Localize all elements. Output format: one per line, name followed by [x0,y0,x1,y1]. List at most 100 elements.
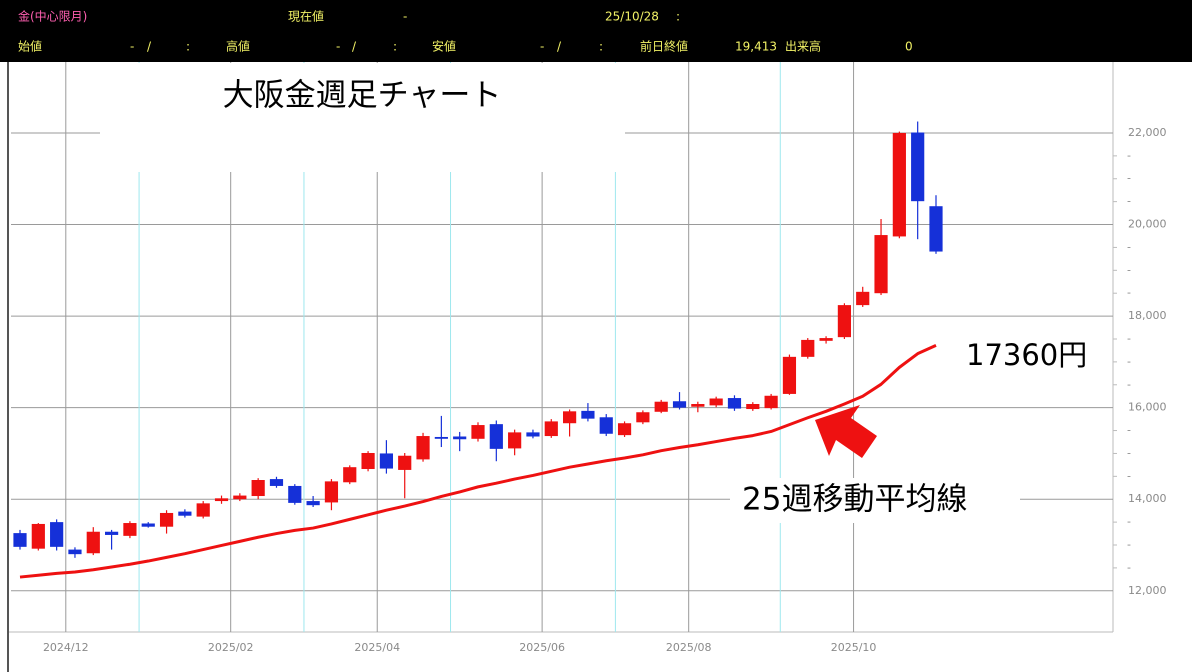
candle-body [159,512,174,527]
minor-tick-label: - [1127,332,1131,345]
candle-body [50,522,64,547]
label: 出来高 [785,39,821,54]
minor-tick-label: - [1127,378,1131,391]
marks [13,121,943,579]
value: 19,413 [735,40,777,54]
candle-body [617,423,632,436]
minor-tick-label: - [1127,172,1131,185]
candle-body [911,132,925,202]
minor-tick-label: - [1127,240,1131,253]
candle-body [874,235,888,294]
candle-body [508,432,522,449]
candle-body [709,398,723,406]
candle-body [86,531,100,554]
separator: / [147,40,152,54]
minor-tick-label: - [1127,263,1131,276]
candle-body [251,480,265,497]
candle-body [764,395,778,409]
candle-body [361,452,375,470]
label: 現在値 [288,9,324,24]
candle-body [398,455,412,470]
x-tick-label: 2024/12 [43,641,89,654]
separator: / [352,40,357,54]
candle-body [306,501,320,506]
y-tick-label: 12,000 [1128,584,1167,597]
candle-body [746,404,760,410]
value: - [540,40,544,54]
x-tick-label: 2025/06 [519,641,565,654]
candle-body [123,523,137,536]
y-tick-label: 18,000 [1128,309,1167,322]
candle-body [178,511,192,516]
candle-body [581,410,595,419]
candle-body [526,432,540,437]
y-tick-label: 20,000 [1128,218,1167,231]
value: 0 [905,40,913,54]
minor-tick-label: - [1127,538,1131,551]
x-tick-label: 2025/02 [208,641,254,654]
arrow [815,405,877,458]
candle-body [727,398,742,409]
candle-body [672,401,687,408]
time: : [599,40,603,54]
candle-body [379,453,393,469]
candle-body [819,338,833,341]
candle-body [691,404,705,407]
candle-body [892,132,906,237]
candle-body [13,533,27,547]
candle-body [654,401,668,412]
label: 高値 [226,39,250,54]
chart-title: 大阪金週足チャート [223,78,502,114]
minor-tick-label: - [1127,286,1131,299]
title-box [100,63,625,172]
minor-tick-label: - [1127,149,1131,162]
value: - [336,40,340,54]
candle-body [563,411,577,424]
candle-body [324,481,339,503]
label: 安値 [432,39,456,54]
date: 25/10/28 [605,10,659,24]
label: 前日終値 [640,39,688,54]
minor-tick-label: - [1127,561,1131,574]
candle-body [416,436,430,460]
candle-body [233,495,247,500]
time: : [393,40,397,54]
header-bar [0,0,1192,62]
candle-body [214,498,229,502]
x-tick-label: 2025/10 [831,641,877,654]
candle-body [471,425,485,439]
y-tick-label: 22,000 [1128,126,1167,139]
candle-body [434,436,448,439]
minor-tick-label: - [1127,355,1131,368]
minor-tick-label: - [1127,446,1131,459]
candle-body [31,523,45,549]
candle-body [489,424,503,449]
candle-body [141,523,155,527]
separator: / [557,40,562,54]
value: - [403,10,407,24]
covers [100,63,1020,523]
x-tick-label: 2025/04 [354,641,400,654]
time: : [186,40,190,54]
minor-tick-label: - [1127,469,1131,482]
annotation: 17360円 [966,338,1087,372]
candle-body [636,412,650,423]
candle-body [343,467,357,483]
candle-body [782,356,797,394]
minor-tick-label: - [1127,195,1131,208]
candle-body [837,305,851,338]
value: - [130,40,134,54]
y-tick-label: 16,000 [1128,401,1167,414]
candle-body [453,436,467,440]
candle-body [599,417,613,434]
candle-body [68,549,82,555]
minor-tick-label: - [1127,424,1131,437]
y-tick-label: 14,000 [1128,492,1167,505]
candle-body [105,531,119,535]
time: : [676,10,680,24]
moving-average [19,344,937,579]
symbol: 金(中心限月) [18,9,87,24]
candle-body [801,339,815,357]
ma-label: 25週移動平均線 [742,482,967,518]
